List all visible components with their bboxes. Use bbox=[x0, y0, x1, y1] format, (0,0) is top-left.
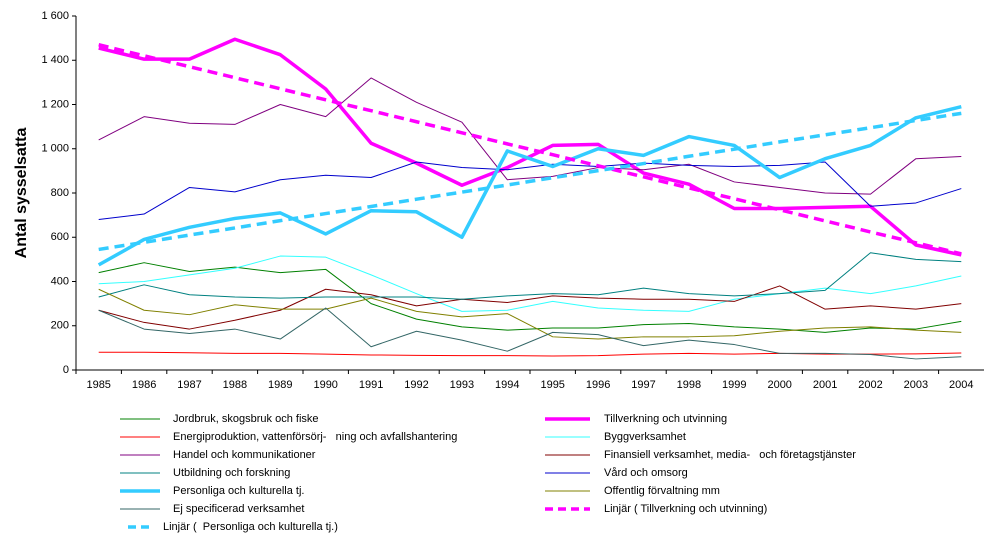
series-line bbox=[97, 105, 962, 267]
y-tick-label: 1 600 bbox=[41, 10, 69, 22]
legend-label: Linjär ( Personliga och kulturella tj.) bbox=[163, 521, 338, 533]
series-line bbox=[98, 262, 962, 333]
x-tick-label: 2002 bbox=[858, 379, 882, 391]
series-line bbox=[98, 111, 962, 252]
series-line bbox=[98, 43, 962, 256]
legend-label: Utbildning och forskning bbox=[173, 467, 290, 479]
y-tick-label: 1 000 bbox=[41, 143, 69, 155]
legend-label: Offentlig förvaltning mm bbox=[604, 485, 720, 497]
x-tick-label: 1992 bbox=[404, 379, 428, 391]
legend-label: Ej specificerad verksamhet bbox=[173, 503, 304, 515]
y-axis-label: Antal sysselsatta bbox=[13, 128, 30, 259]
x-tick-label: 1988 bbox=[223, 379, 247, 391]
legend-label: Energiproduktion, vattenförsörj- ning oc… bbox=[173, 431, 457, 443]
y-tick-label: 200 bbox=[51, 320, 69, 332]
legend-label: Byggverksamhet bbox=[604, 431, 686, 443]
x-tick-label: 2004 bbox=[949, 379, 973, 391]
x-tick-label: 1993 bbox=[450, 379, 474, 391]
legend-label: Personliga och kulturella tj. bbox=[173, 485, 304, 497]
series-line bbox=[98, 161, 962, 221]
x-tick-label: 1995 bbox=[540, 379, 564, 391]
series-line bbox=[98, 37, 962, 257]
x-tick-label: 1994 bbox=[495, 379, 519, 391]
y-tick-label: 800 bbox=[51, 187, 69, 199]
legend-label: Linjär ( Tillverkning och utvinning) bbox=[604, 503, 767, 515]
x-tick-label: 1989 bbox=[268, 379, 292, 391]
legend-label: Tillverkning och utvinning bbox=[604, 413, 727, 425]
x-tick-label: 1998 bbox=[677, 379, 701, 391]
legend-label: Finansiell verksamhet, media- och företa… bbox=[604, 449, 856, 461]
x-tick-label: 1987 bbox=[177, 379, 201, 391]
x-tick-label: 1991 bbox=[359, 379, 383, 391]
series-line bbox=[98, 307, 962, 360]
x-tick-label: 1997 bbox=[631, 379, 655, 391]
x-tick-label: 2003 bbox=[904, 379, 928, 391]
series-line bbox=[98, 288, 962, 340]
series-line bbox=[98, 285, 962, 330]
y-tick-label: 1 400 bbox=[41, 54, 69, 66]
series-line bbox=[98, 252, 962, 300]
x-tick-label: 1999 bbox=[722, 379, 746, 391]
x-tick-label: 1996 bbox=[586, 379, 610, 391]
legend-label: Vård och omsorg bbox=[604, 467, 688, 479]
x-tick-label: 2000 bbox=[767, 379, 791, 391]
series-line bbox=[98, 351, 962, 357]
x-tick-label: 1990 bbox=[313, 379, 337, 391]
series-line bbox=[98, 77, 962, 195]
x-tick-label: 1986 bbox=[132, 379, 156, 391]
y-tick-label: 600 bbox=[51, 231, 69, 243]
legend-label: Jordbruk, skogsbruk och fiske bbox=[173, 413, 319, 425]
x-tick-label: 2001 bbox=[813, 379, 837, 391]
legend-label: Handel och kommunikationer bbox=[173, 449, 316, 461]
series-line bbox=[98, 255, 962, 312]
y-tick-label: 1 200 bbox=[41, 98, 69, 110]
x-tick-label: 1985 bbox=[86, 379, 110, 391]
y-tick-label: 0 bbox=[63, 364, 69, 376]
y-tick-label: 400 bbox=[51, 275, 69, 287]
